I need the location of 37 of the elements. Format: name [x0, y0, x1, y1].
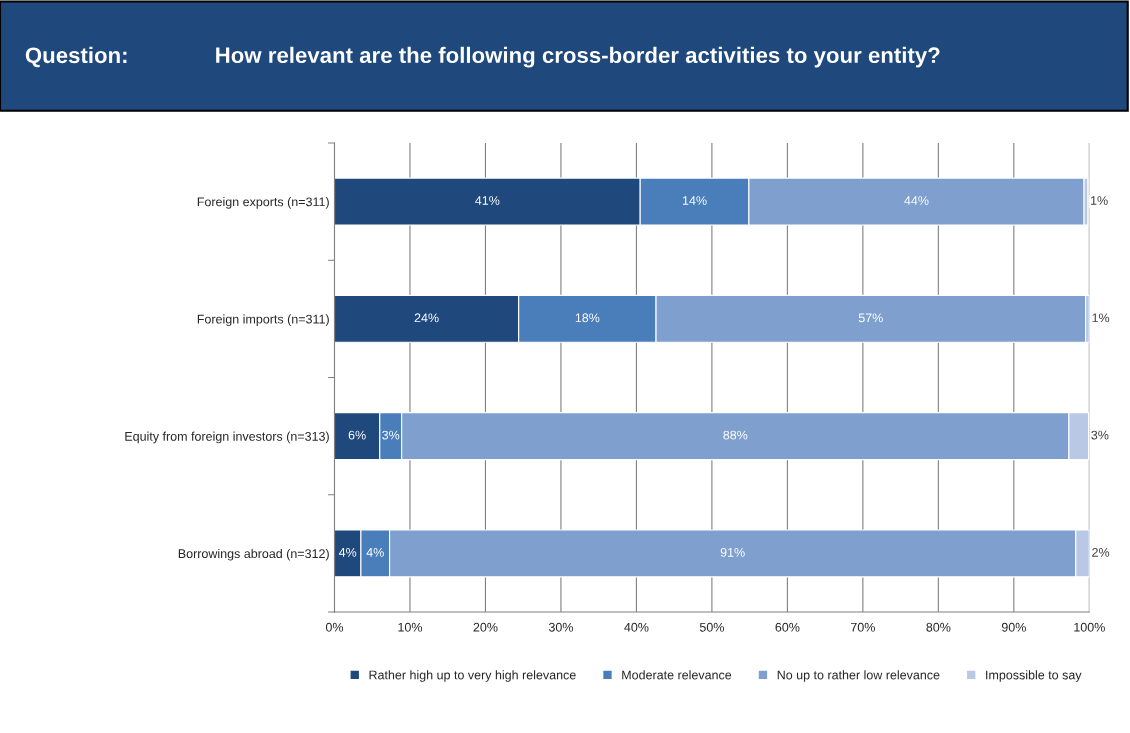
- data-label: 1%: [1091, 196, 1108, 205]
- x-tick-label: 40%: [624, 622, 649, 632]
- data-label: 6%: [348, 430, 366, 440]
- data-label: 2%: [1092, 547, 1110, 557]
- data-label: 41%: [475, 196, 500, 205]
- data-label: 24%: [414, 313, 439, 323]
- x-tick-label: 90%: [1001, 622, 1026, 632]
- data-label: 91%: [720, 547, 745, 557]
- y-tick-label: Foreign imports (n=311): [197, 314, 329, 326]
- data-label: 4%: [338, 547, 357, 557]
- y-tick-label: Foreign exports (n=311): [197, 197, 329, 209]
- x-tick-label: 100%: [1074, 622, 1105, 632]
- data-label: 18%: [575, 313, 600, 323]
- data-label: 88%: [723, 430, 748, 440]
- text: Question:: [25, 46, 127, 68]
- y-tick-label: Borrowings abroad (n=312): [178, 548, 329, 561]
- data-label: 4%: [366, 547, 384, 557]
- data-label: 14%: [682, 196, 707, 205]
- data-label: 57%: [858, 313, 883, 323]
- legend-label: Moderate relevance: [622, 670, 732, 680]
- x-tick-label: 70%: [851, 622, 875, 632]
- x-tick-label: 50%: [699, 622, 724, 632]
- x-tick-label: 80%: [926, 622, 951, 632]
- legend-label: Impossible to say: [986, 670, 1082, 682]
- x-tick-label: 0%: [325, 622, 344, 632]
- x-tick-label: 10%: [398, 622, 423, 632]
- legend-label: No up to rather low relevance: [777, 670, 940, 682]
- data-label: 44%: [904, 196, 929, 205]
- legend-label: Rather high up to very high relevance: [369, 670, 576, 682]
- x-tick-label: 60%: [775, 622, 800, 632]
- data-label: 3%: [382, 430, 400, 440]
- x-tick-label: 30%: [548, 622, 573, 632]
- data-label: 3%: [1091, 430, 1109, 440]
- data-label: 1%: [1092, 313, 1110, 323]
- chart-subtitle: How relevant are the following cross-border activities to your entity?: [216, 46, 940, 68]
- x-tick-label: 20%: [473, 622, 498, 632]
- y-tick-label: Equity from foreign investors (n=313): [125, 431, 329, 444]
